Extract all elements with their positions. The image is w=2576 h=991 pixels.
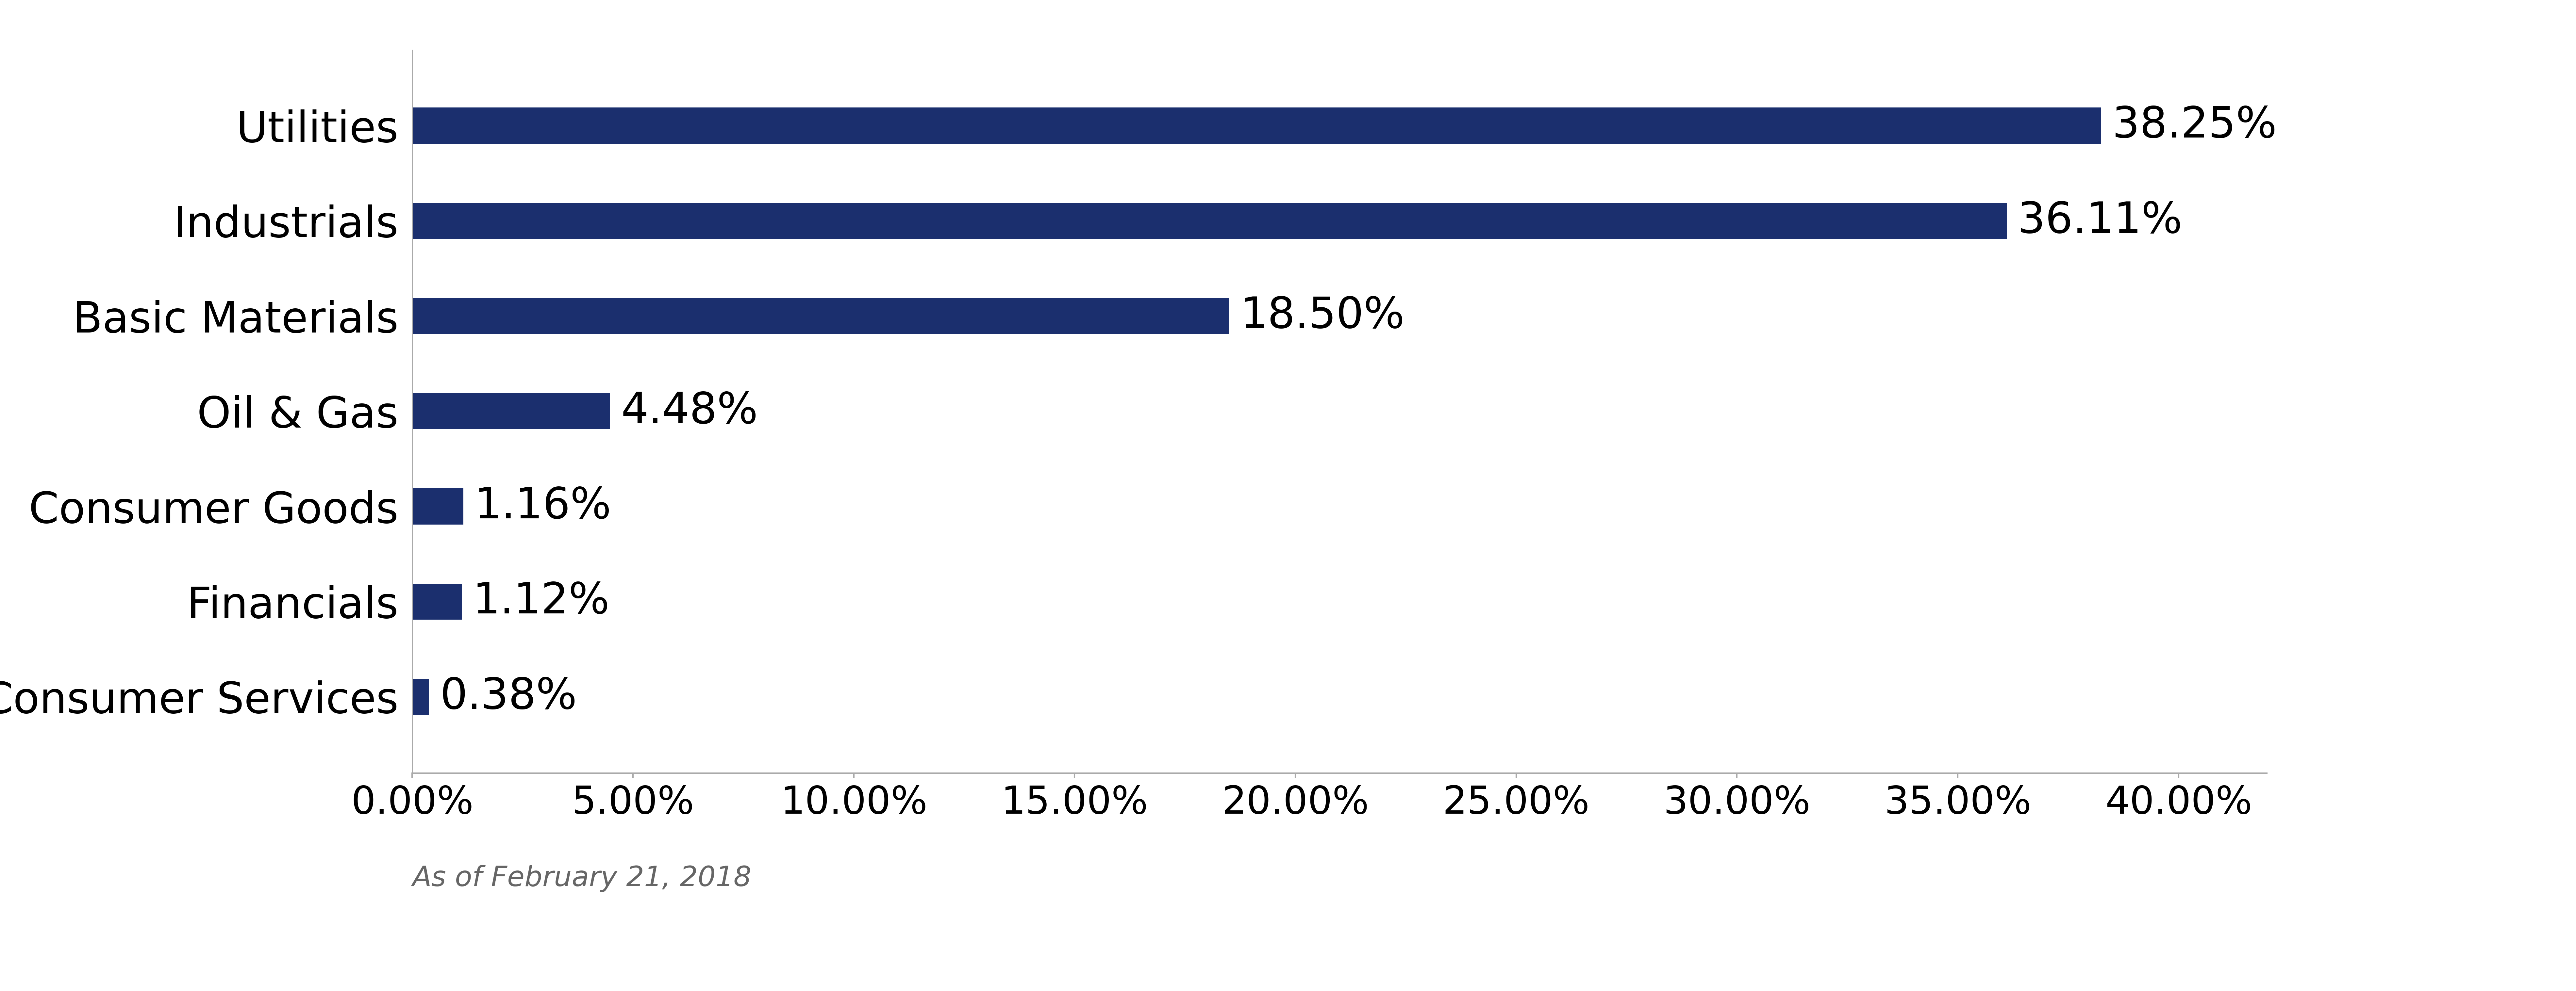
Bar [412,679,430,715]
Bar [412,108,2102,144]
Bar [412,298,1229,334]
Text: As of February 21, 2018: As of February 21, 2018 [412,865,752,892]
Text: 4.48%: 4.48% [621,390,757,432]
Text: 1.16%: 1.16% [474,486,611,527]
Bar [412,489,464,524]
Bar [412,203,2007,239]
Bar [412,584,461,619]
Bar [412,393,611,429]
Text: 36.11%: 36.11% [2017,200,2182,242]
Text: 1.12%: 1.12% [471,581,611,622]
Text: 38.25%: 38.25% [2112,105,2277,147]
Text: 0.38%: 0.38% [440,676,577,717]
Text: 18.50%: 18.50% [1239,295,1404,337]
